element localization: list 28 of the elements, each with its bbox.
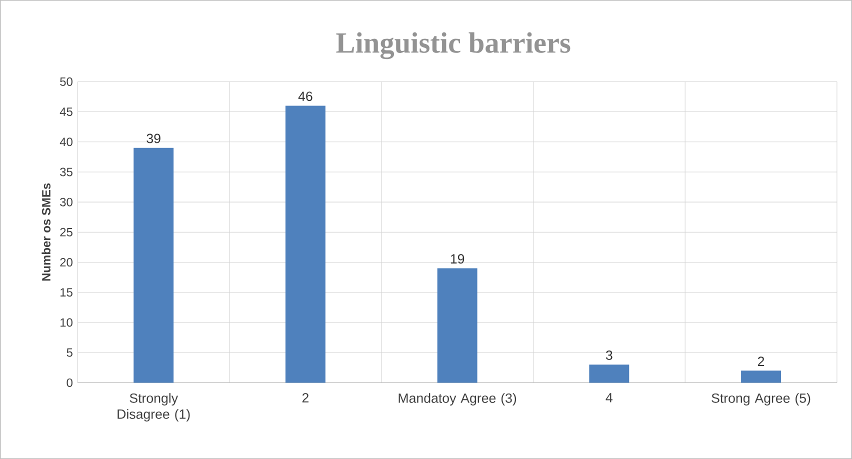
y-tick-label: 45 [60, 108, 72, 116]
bar [741, 370, 782, 383]
data-label: 19 [450, 254, 464, 264]
y-axis-title: Number os SMEs [42, 183, 50, 281]
x-tick-label: 2 [302, 393, 308, 402]
y-tick-label: 20 [60, 258, 72, 267]
y-tick-label: 30 [60, 198, 72, 206]
data-label: 3 [606, 350, 612, 360]
data-label: 2 [758, 356, 764, 366]
bar [589, 364, 630, 383]
data-label: 46 [298, 92, 312, 102]
data-label: 39 [146, 134, 160, 144]
y-tick-label: 5 [66, 348, 72, 357]
chart-title: Linguistic barriers [336, 32, 570, 60]
y-tick-label: 50 [60, 77, 72, 86]
x-tick-label: Strongly Disagree (1) [118, 393, 190, 422]
bar [285, 106, 326, 383]
y-tick-label: 35 [60, 168, 72, 176]
y-tick-label: 25 [60, 228, 72, 236]
x-tick-label: Strong Agree (5) [712, 393, 810, 406]
x-tick-label: 4 [606, 393, 612, 402]
y-tick-label: 40 [60, 138, 72, 146]
x-tick-label: Mandatoy Agree (3) [398, 393, 516, 406]
y-tick-label: 10 [60, 318, 72, 327]
y-tick-label: 15 [60, 288, 72, 297]
bar [437, 268, 478, 383]
bar [134, 148, 174, 383]
y-tick-label: 0 [66, 378, 72, 387]
